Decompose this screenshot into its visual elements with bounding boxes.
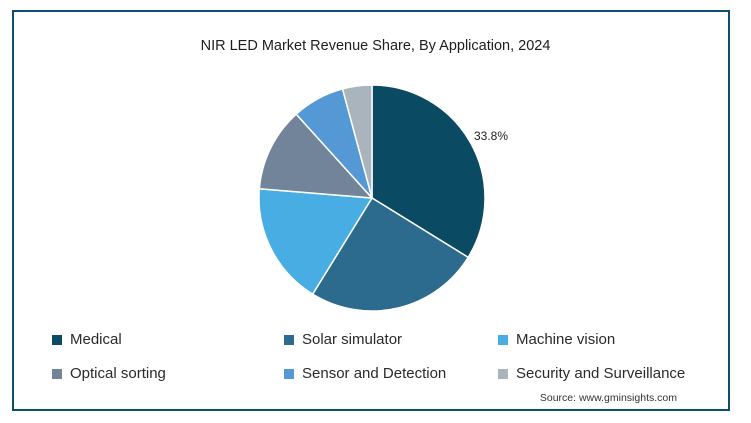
legend-label: Sensor and Detection [302, 365, 447, 382]
legend-item-machine-vision: Machine vision [498, 331, 615, 348]
legend-item-solar-simulator: Solar simulator [284, 331, 402, 348]
source-note: Source: www.gminsights.com [539, 392, 677, 404]
slice-medical [371, 84, 486, 259]
slice-machine-vision [258, 187, 374, 296]
legend-label: Medical [70, 331, 122, 348]
legend-item-sensor-and-detection: Sensor and Detection [284, 365, 446, 382]
legend-label: Optical sorting [70, 365, 166, 382]
chart-title: NIR LED Market Revenue Share, By Applica… [200, 38, 551, 54]
slice-solar-simulator [311, 196, 470, 312]
legend-label: Security and Surveillance [516, 365, 686, 382]
slice-security-and-surveillance [341, 84, 373, 199]
legend-label: Machine vision [516, 331, 616, 348]
legend-swatch [52, 334, 62, 345]
legend-swatch [498, 334, 508, 345]
legend-swatch [284, 334, 294, 345]
legend-item-security-and-surveillance: Security and Surveillance [498, 365, 685, 382]
legend-label: Solar simulator [302, 331, 403, 348]
legend-swatch [284, 368, 294, 379]
legend-item-optical-sorting: Optical sorting [52, 365, 166, 382]
legend-item-medical: Medical [52, 331, 122, 348]
slice-optical-sorting [258, 113, 374, 199]
data-label-medical: 33.8% [474, 129, 508, 143]
legend-swatch [52, 368, 62, 379]
legend-swatch [498, 368, 508, 379]
